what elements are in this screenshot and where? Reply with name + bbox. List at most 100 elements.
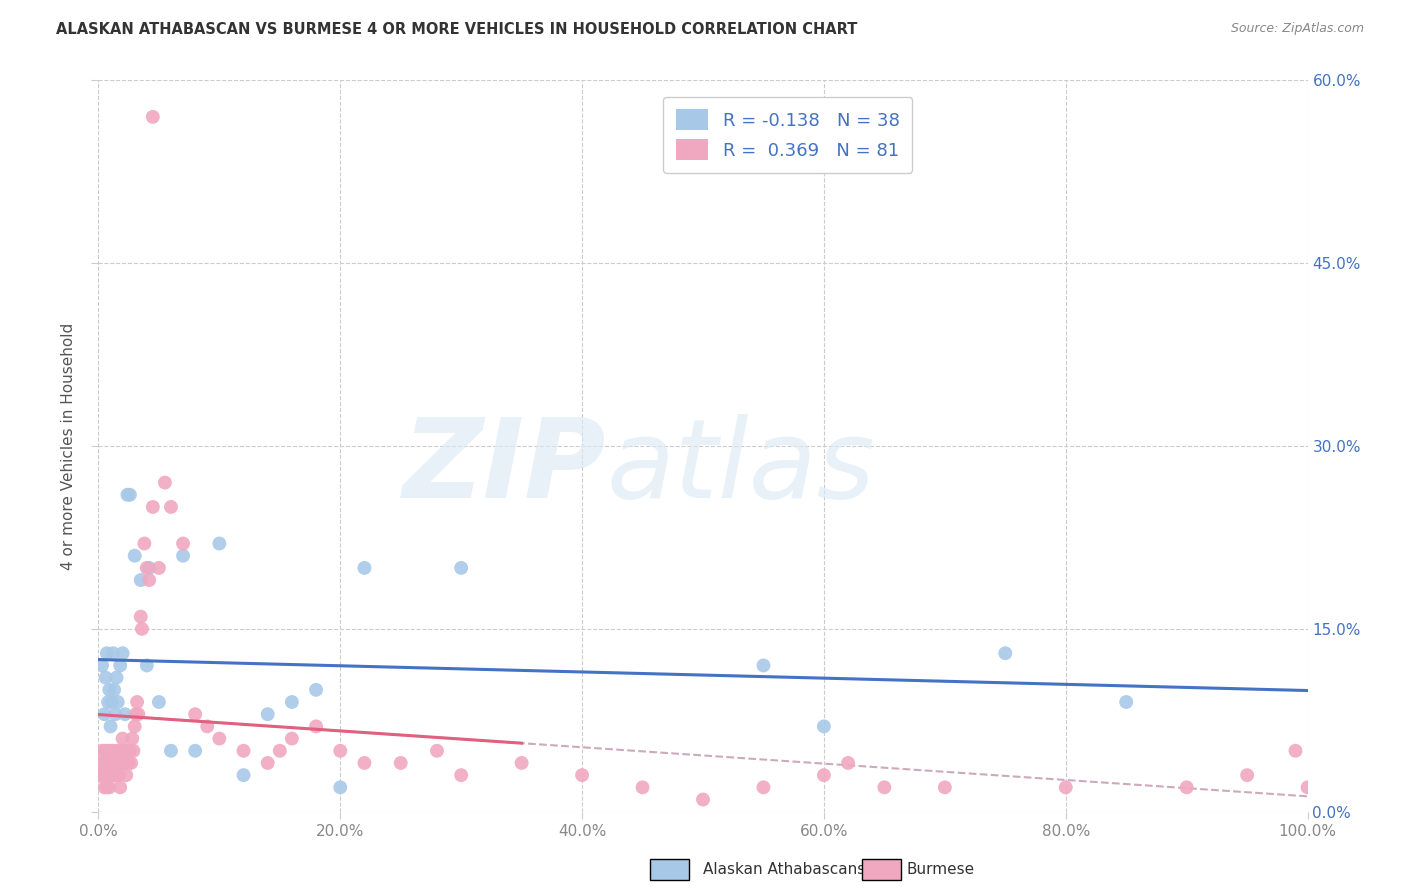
Point (107, 756, 129, 770)
Point (138, 573, 160, 587)
Point (208, 731, 231, 746)
Point (934, 780, 956, 795)
Point (148, 695, 170, 709)
Point (111, 756, 134, 770)
Point (129, 573, 152, 587)
Point (353, 756, 375, 770)
Point (105, 768, 128, 782)
Point (752, 658, 775, 673)
Point (107, 695, 129, 709)
Point (91, 658, 114, 673)
Point (101, 646, 124, 660)
Point (93, 707, 115, 722)
Point (100, 744, 122, 758)
Point (389, 756, 412, 770)
Point (124, 549, 146, 563)
Point (160, 500, 183, 514)
Point (269, 744, 291, 758)
Point (571, 768, 593, 782)
Point (153, 475, 176, 490)
Point (100, 768, 122, 782)
Point (114, 756, 136, 770)
Point (813, 719, 835, 733)
Point (110, 756, 132, 770)
Point (101, 744, 124, 758)
Point (450, 768, 472, 782)
Point (98, 682, 121, 697)
Point (184, 744, 207, 758)
Point (97, 768, 120, 782)
Point (94, 744, 117, 758)
Point (305, 682, 328, 697)
Point (450, 561, 472, 575)
Point (135, 658, 157, 673)
Point (160, 744, 183, 758)
Point (90, 756, 112, 770)
Point (96, 646, 118, 660)
Point (94, 671, 117, 685)
Point (426, 744, 449, 758)
Point (94, 768, 117, 782)
Text: ZIP: ZIP (402, 415, 606, 522)
Point (353, 561, 375, 575)
Point (631, 780, 654, 795)
Point (117, 744, 139, 758)
Point (104, 707, 127, 722)
Point (752, 780, 775, 795)
Point (115, 768, 138, 782)
Point (121, 731, 143, 746)
Point (208, 536, 231, 550)
Point (104, 768, 127, 782)
Point (93, 756, 115, 770)
Point (111, 646, 134, 660)
Point (148, 561, 170, 575)
Point (142, 110, 165, 124)
Point (91, 768, 114, 782)
Point (256, 756, 278, 770)
Point (1236, 768, 1258, 782)
Point (131, 622, 153, 636)
Point (281, 731, 304, 746)
Point (813, 768, 835, 782)
Point (124, 719, 146, 733)
Text: ALASKAN ATHABASCAN VS BURMESE 4 OR MORE VEHICLES IN HOUSEHOLD CORRELATION CHART: ALASKAN ATHABASCAN VS BURMESE 4 OR MORE … (56, 22, 858, 37)
Point (1284, 744, 1306, 758)
Point (122, 744, 145, 758)
Point (108, 768, 131, 782)
Text: atlas: atlas (606, 415, 875, 522)
Point (118, 488, 141, 502)
Point (111, 731, 134, 746)
Point (134, 536, 156, 550)
Point (232, 768, 254, 782)
Point (329, 744, 352, 758)
Point (135, 561, 157, 575)
Point (142, 500, 165, 514)
Text: Alaskan Athabascans: Alaskan Athabascans (703, 863, 865, 877)
Point (1175, 780, 1198, 795)
Point (138, 561, 160, 575)
Point (112, 744, 135, 758)
Point (118, 744, 141, 758)
Point (184, 707, 207, 722)
Point (103, 756, 125, 770)
Point (97, 695, 120, 709)
Point (172, 536, 194, 550)
Point (96, 780, 118, 795)
Point (120, 756, 142, 770)
Point (281, 695, 304, 709)
Point (837, 756, 859, 770)
Point (994, 646, 1017, 660)
Point (108, 744, 131, 758)
Point (100, 695, 122, 709)
Point (98, 756, 121, 770)
Point (98, 780, 121, 795)
Point (118, 756, 141, 770)
Point (105, 671, 128, 685)
Point (108, 780, 131, 795)
Point (114, 707, 136, 722)
Point (510, 756, 533, 770)
Point (91, 744, 114, 758)
Point (100, 756, 122, 770)
Point (329, 780, 352, 795)
Point (100, 719, 122, 733)
